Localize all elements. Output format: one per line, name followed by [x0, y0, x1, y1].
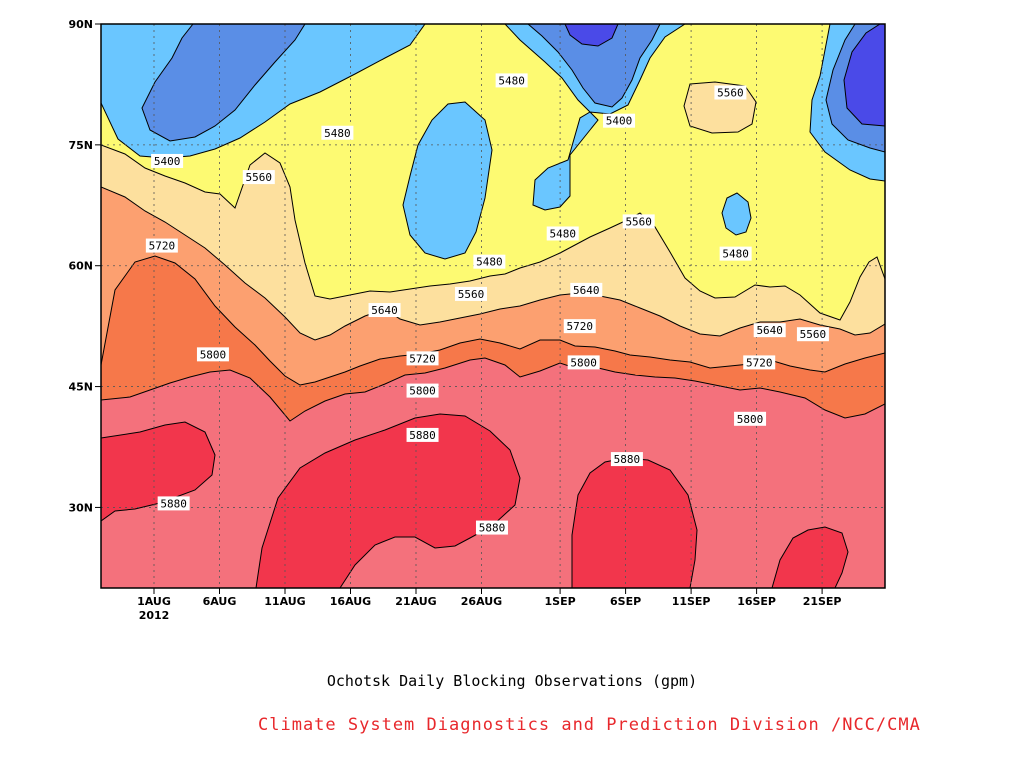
band-5320-5400-west — [141, 24, 306, 142]
contour-label: 5800 — [737, 413, 764, 426]
contour-label-box — [743, 355, 776, 370]
contour-label: 5560 — [800, 328, 827, 341]
contour-labels: 5400 5480 5560 5480 5400 5560 5480 5560 5480 5480… — [145, 73, 829, 535]
contour-label-box — [406, 383, 439, 398]
contour-label-box — [473, 254, 506, 269]
contour-label: 5560 — [717, 86, 744, 99]
contour-label-box — [753, 323, 786, 338]
contour-label: 5800 — [570, 356, 597, 369]
band-5320-5400-central — [527, 24, 661, 108]
contour-label-box — [455, 286, 488, 301]
contour-label: 5480 — [549, 227, 576, 240]
y-tick-label: 60N — [68, 260, 93, 273]
contour-label: 5720 — [149, 240, 176, 253]
x-tick-label: 6AUG — [203, 595, 237, 608]
x-tick-label: 1SEP — [545, 595, 576, 608]
y-tick-label: 45N — [68, 381, 93, 394]
filled-contours — [101, 24, 885, 588]
band-5400-5480-small-island — [721, 192, 752, 236]
contour-label: 5640 — [371, 304, 398, 317]
contour-label: 5880 — [614, 453, 641, 466]
contour-label-box — [406, 427, 439, 442]
y-axis: 90N 75N 60N 45N 30N — [68, 18, 101, 514]
contour-label: 5480 — [722, 248, 749, 261]
contour-label-box — [719, 246, 752, 261]
contour-label-box — [495, 73, 528, 88]
y-tick-label: 30N — [68, 501, 93, 514]
band-gt5880-sep — [571, 457, 698, 588]
contour-label: 5880 — [160, 497, 187, 510]
contour-label-box — [622, 214, 655, 229]
source-credit: Climate System Diagnostics and Predictio… — [258, 715, 921, 735]
contour-label-box — [406, 351, 439, 366]
contour-label-box — [563, 319, 596, 334]
band-lt5320-east — [843, 24, 885, 127]
x-tick-label: 21SEP — [803, 595, 842, 608]
contour-label: 5560 — [625, 215, 652, 228]
contour-label-box — [570, 282, 603, 297]
x-tick-label: 1AUG — [137, 595, 171, 608]
contour-label: 5720 — [409, 352, 436, 365]
contour-label: 5560 — [246, 171, 273, 184]
band-gt5880-east — [771, 526, 849, 588]
contour-label-box — [368, 303, 401, 318]
contour-label-box — [321, 125, 354, 140]
contour-label-box — [546, 226, 579, 241]
x-tick-label: 11SEP — [672, 595, 711, 608]
contour-label-box — [734, 411, 767, 426]
contour-label: 5640 — [756, 324, 783, 337]
contour-label-box — [157, 496, 190, 511]
x-tick-label: 21AUG — [395, 595, 436, 608]
x-tick-label: 11AUG — [264, 595, 305, 608]
contour-label-box — [796, 327, 829, 342]
x-tick-label: 16AUG — [330, 595, 371, 608]
contour-label: 5880 — [409, 429, 436, 442]
contour-label: 5400 — [606, 115, 633, 128]
contour-label-box — [145, 238, 178, 253]
contour-label-box — [714, 85, 747, 100]
x-axis: 1AUG 6AUG 11AUG 16AUG 21AUG 26AUG 1SEP 6SEP 11SE… — [137, 588, 842, 622]
contour-label: 5480 — [498, 74, 525, 87]
contour-label-box — [242, 170, 275, 185]
contour-label-box — [475, 520, 508, 535]
blocking-chart: 1AUG 6AUG 11AUG 16AUG 21AUG 26AUG 1SEP 6SEP 11SE… — [68, 18, 886, 622]
x-tick-label: 6SEP — [610, 595, 641, 608]
contour-label-box — [151, 153, 184, 168]
y-tick-label: 90N — [68, 18, 93, 31]
contour-label: 5480 — [476, 256, 503, 269]
contour-label-box — [196, 347, 229, 362]
plot-frame — [100, 23, 886, 589]
x-tick-label: 26AUG — [461, 595, 502, 608]
band-lt5320-central — [564, 24, 619, 47]
band-gt5880-west — [101, 421, 216, 522]
contour-label: 5640 — [573, 284, 600, 297]
contour-label: 5720 — [567, 320, 594, 333]
contour-label: 5720 — [746, 356, 773, 369]
band-gt5880-mid — [255, 413, 521, 588]
contour-label-box — [603, 113, 636, 128]
chart-title: Ochotsk Daily Blocking Observations (gpm… — [326, 672, 698, 690]
x-year-label: 2012 — [139, 609, 170, 622]
contour-label: 5560 — [458, 288, 485, 301]
contour-label: 5400 — [154, 155, 181, 168]
contour-label-box — [610, 452, 643, 467]
contour-label-box — [567, 355, 600, 370]
y-tick-label: 75N — [68, 139, 93, 152]
contour-label: 5800 — [200, 348, 227, 361]
x-tick-label: 16SEP — [737, 595, 776, 608]
band-5400-5480-island — [402, 101, 493, 260]
contour-label: 5800 — [409, 385, 436, 398]
contour-label: 5880 — [479, 522, 506, 535]
contour-label: 5480 — [324, 127, 351, 140]
